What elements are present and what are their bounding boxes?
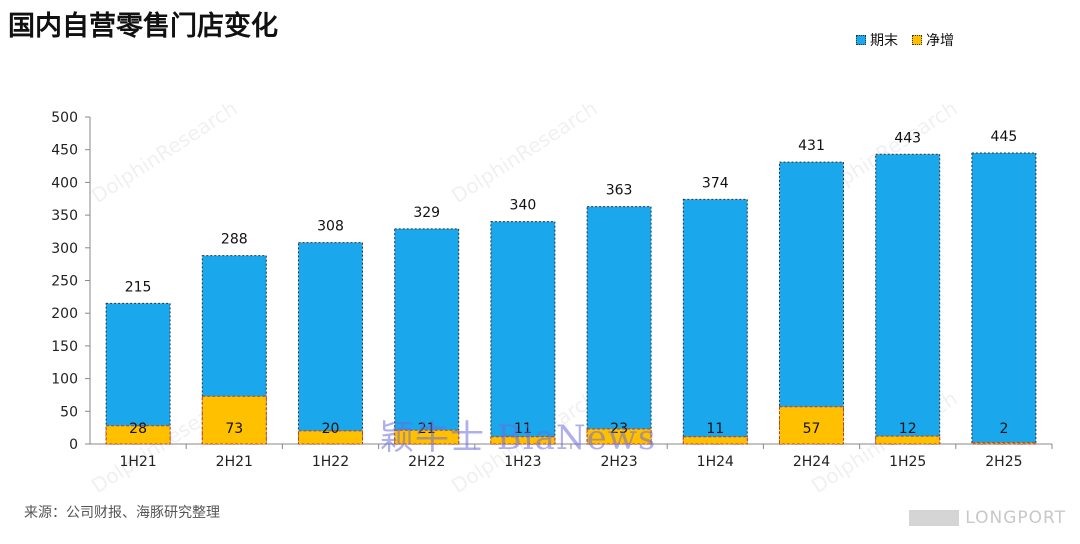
- legend-label-net-increase: 净增: [926, 33, 954, 49]
- legend-swatch-period-end: [856, 35, 866, 45]
- x-tick-label: 1H23: [504, 454, 541, 470]
- bar-period-end: [971, 152, 1037, 445]
- data-label-net-increase: 12: [899, 421, 917, 437]
- bar-net-increase: [682, 436, 748, 445]
- y-tick-label: 250: [51, 274, 78, 290]
- bar-period-end: [490, 221, 556, 445]
- bar-period-end: [779, 161, 844, 445]
- x-tick-label: 1H21: [119, 454, 156, 470]
- bar-period-end: [298, 242, 363, 445]
- x-tick-label: 1H24: [697, 454, 734, 470]
- bar-net-increase: [875, 435, 941, 445]
- x-tick-label: 2H24: [793, 454, 830, 470]
- bar-net-increase: [394, 429, 460, 445]
- legend: 期末 净增: [856, 30, 968, 50]
- y-tick-label: 450: [51, 143, 78, 159]
- bar-period-end: [875, 153, 941, 445]
- data-label-period-end: 443: [894, 130, 921, 146]
- bar-net-increase: [779, 406, 844, 445]
- legend-swatch-net-increase: [912, 35, 922, 45]
- data-label-period-end: 288: [221, 232, 248, 248]
- y-tick-label: 500: [51, 110, 78, 126]
- data-label-net-increase: 73: [225, 421, 243, 437]
- data-label-period-end: 431: [798, 138, 825, 154]
- corner-watermark-logo: [909, 510, 960, 526]
- data-label-net-increase: 11: [514, 421, 532, 437]
- x-tick-label: 2H23: [600, 454, 637, 470]
- bar-period-end: [682, 198, 748, 445]
- bar-net-increase: [586, 428, 652, 445]
- data-label-period-end: 445: [991, 129, 1018, 145]
- y-tick-label: 100: [51, 372, 78, 388]
- x-tick-label: 1H25: [889, 454, 926, 470]
- corner-watermark-text: LONGPORT: [965, 508, 1066, 528]
- legend-label-period-end: 期末: [870, 33, 898, 49]
- data-label-net-increase: 2: [999, 421, 1008, 437]
- y-tick-label: 50: [60, 404, 78, 420]
- corner-watermark: LONGPORT: [909, 508, 1066, 528]
- source-note: 来源：公司财报、海豚研究整理: [24, 505, 220, 521]
- data-label-period-end: 374: [702, 175, 729, 191]
- y-tick-label: 300: [51, 241, 78, 257]
- y-tick-label: 150: [51, 339, 78, 355]
- data-label-net-increase: 23: [610, 421, 628, 437]
- x-tick-label: 2H22: [408, 454, 445, 470]
- bar-net-increase: [490, 436, 556, 445]
- y-tick-label: 400: [51, 175, 78, 191]
- bar-period-end: [586, 206, 652, 445]
- data-label-period-end: 329: [413, 205, 440, 221]
- legend-item-net-increase: 净增: [912, 30, 954, 50]
- bar-net-increase: [298, 430, 363, 445]
- bar-net-increase: [971, 442, 1037, 445]
- bar-period-end: [105, 302, 171, 445]
- data-label-net-increase: 20: [322, 421, 340, 437]
- center-watermark: 颖牛士 BiaNews: [380, 418, 657, 458]
- legend-item-period-end: 期末: [856, 30, 898, 50]
- data-label-period-end: 363: [606, 183, 633, 199]
- y-tick-label: 200: [51, 306, 78, 322]
- chart-title: 国内自营零售门店变化: [8, 11, 278, 42]
- y-tick-label: 0: [69, 437, 78, 453]
- data-label-period-end: 340: [510, 198, 537, 214]
- data-label-period-end: 308: [317, 219, 344, 235]
- bar-net-increase: [105, 425, 171, 445]
- data-label-net-increase: 57: [803, 421, 821, 437]
- bar-net-increase: [201, 395, 267, 445]
- x-tick-label: 2H21: [216, 454, 253, 470]
- data-label-net-increase: 21: [418, 421, 436, 437]
- data-label-net-increase: 11: [706, 421, 724, 437]
- data-label-period-end: 215: [125, 279, 152, 295]
- bar-period-end: [394, 228, 460, 445]
- x-tick-label: 2H25: [985, 454, 1022, 470]
- x-tick-label: 1H22: [312, 454, 349, 470]
- y-tick-label: 350: [51, 208, 78, 224]
- data-label-net-increase: 28: [129, 421, 147, 437]
